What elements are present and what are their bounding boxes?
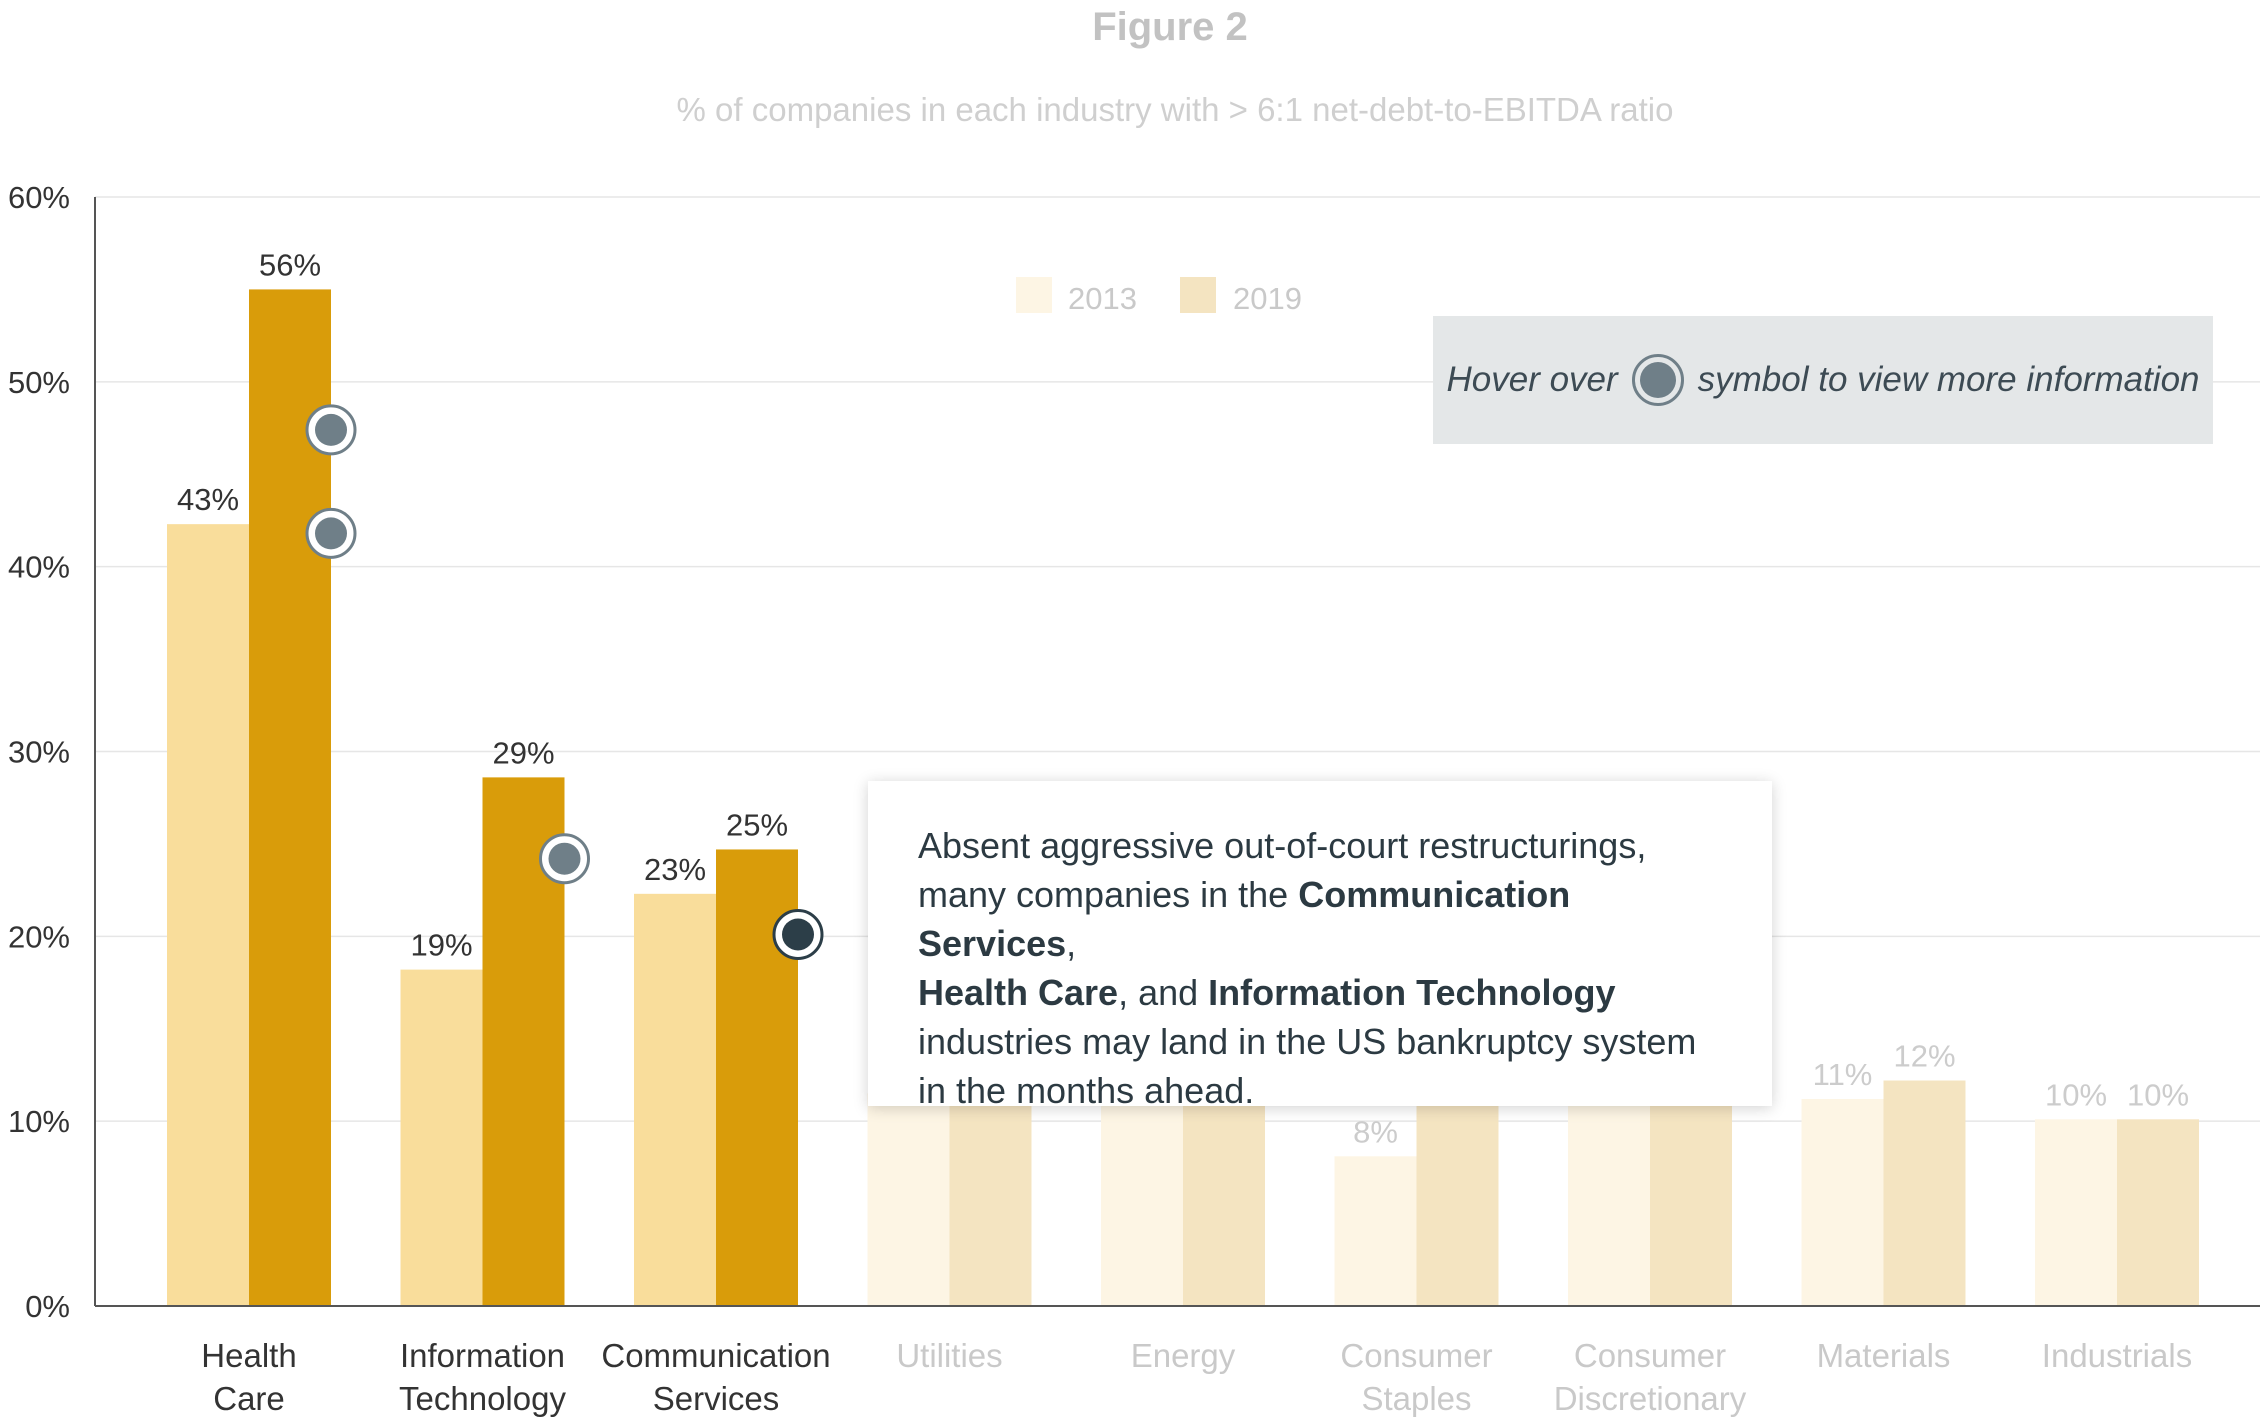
category-label: Consumer bbox=[1574, 1337, 1726, 1374]
tooltip-line-5: in the months ahead. bbox=[918, 1070, 1255, 1111]
y-tick-label: 50% bbox=[8, 365, 70, 400]
bar-value-label: 23% bbox=[644, 852, 706, 887]
tooltip-line-2-post: , bbox=[1066, 923, 1077, 964]
axes bbox=[94, 197, 2260, 1307]
info-marker-dot[interactable] bbox=[315, 413, 347, 446]
info-marker-dot[interactable] bbox=[782, 918, 814, 951]
bar-2013 bbox=[1801, 1098, 1884, 1306]
legend-label-2019: 2019 bbox=[1233, 281, 1302, 316]
bar-value-label: 10% bbox=[2045, 1077, 2107, 1112]
bar-value-label: 8% bbox=[1353, 1114, 1398, 1149]
bar-2013 bbox=[1334, 1156, 1417, 1306]
bar-2019 bbox=[1183, 1093, 1265, 1306]
bar-2013 bbox=[400, 969, 483, 1306]
y-tick-label: 40% bbox=[8, 550, 70, 585]
legend-label-2013: 2013 bbox=[1068, 281, 1137, 316]
tooltip-line-3-mid: , and bbox=[1118, 972, 1209, 1013]
hover-hint-box: Hover over symbol to view more informati… bbox=[1433, 316, 2213, 444]
bar-value-label: 43% bbox=[177, 482, 239, 517]
bar-value-label: 29% bbox=[492, 735, 554, 770]
y-axis-ticks: 0% 10% 20% 30% 40% 50% 60% bbox=[8, 180, 70, 1324]
category-labels: Health Care Information Technology Communica… bbox=[201, 1337, 2192, 1417]
tooltip-text: Absent aggressive out-of-court restructu… bbox=[918, 821, 1722, 1115]
figure-title: Figure 2 bbox=[1092, 5, 1248, 49]
bar-2013 bbox=[167, 524, 249, 1306]
y-tick-label: 10% bbox=[8, 1104, 70, 1139]
tooltip-line-1: Absent aggressive out-of-court restructu… bbox=[918, 825, 1647, 866]
bar-2019 bbox=[1650, 1093, 1732, 1306]
category-label: Information bbox=[400, 1337, 565, 1374]
bars bbox=[167, 289, 2199, 1307]
bar-2019 bbox=[949, 1093, 1032, 1306]
bar-2013 bbox=[867, 1093, 950, 1306]
category-label: Utilities bbox=[896, 1337, 1002, 1374]
category-label: Services bbox=[653, 1380, 780, 1417]
hint-text-after: symbol to view more information bbox=[1697, 360, 2200, 399]
category-label: Care bbox=[213, 1380, 285, 1417]
tooltip-bold-communication: Communication Services bbox=[918, 874, 1571, 964]
figure-subtitle: % of companies in each industry with > 6… bbox=[677, 91, 1674, 128]
tooltip-line-4: industries may land in the US bankruptcy… bbox=[918, 1021, 1697, 1062]
value-labels: 43% 19% 23% 8% 11% 10% 56% 29% 25% 12% 10% bbox=[177, 247, 2189, 1149]
bar-2013 bbox=[1101, 1093, 1183, 1306]
category-label: Staples bbox=[1361, 1380, 1471, 1417]
category-label: Communication bbox=[601, 1337, 830, 1374]
bar-value-label: 11% bbox=[1813, 1057, 1873, 1092]
hint-text-before: Hover over bbox=[1446, 360, 1618, 399]
legend: 2013 2019 bbox=[1016, 277, 1302, 316]
category-label: Technology bbox=[399, 1380, 566, 1417]
bar-value-label: 12% bbox=[1893, 1039, 1955, 1074]
info-marker-icon bbox=[1631, 354, 1684, 406]
y-tick-label: 60% bbox=[8, 180, 70, 215]
bar-2013 bbox=[1568, 1093, 1650, 1306]
y-tick-label: 30% bbox=[8, 735, 70, 770]
category-label: Health bbox=[201, 1337, 296, 1374]
tooltip-bold-health: Health Care bbox=[918, 972, 1119, 1013]
category-label: Consumer bbox=[1340, 1337, 1492, 1374]
bar-2019 bbox=[1883, 1080, 1966, 1306]
y-tick-label: 20% bbox=[8, 919, 70, 954]
legend-swatch-2013 bbox=[1016, 277, 1052, 313]
legend-swatch-2019 bbox=[1180, 277, 1216, 313]
category-label: Materials bbox=[1817, 1337, 1951, 1374]
category-label: Discretionary bbox=[1554, 1380, 1747, 1417]
bar-value-label: 10% bbox=[2127, 1077, 2189, 1112]
tooltip-line-2-pre: many companies in the bbox=[918, 874, 1299, 915]
bar-2019 bbox=[1416, 1093, 1499, 1306]
bar-value-label: 19% bbox=[410, 928, 472, 963]
tooltip-bold-it: Information Technology bbox=[1208, 972, 1616, 1013]
bar-2013 bbox=[634, 893, 716, 1306]
info-tooltip: Absent aggressive out-of-court restructu… bbox=[868, 781, 1772, 1111]
info-markers[interactable] bbox=[305, 404, 824, 960]
bar-2019 bbox=[2117, 1119, 2199, 1306]
category-label: Industrials bbox=[2042, 1337, 2192, 1374]
category-label: Energy bbox=[1131, 1337, 1236, 1374]
bar-value-label: 25% bbox=[726, 807, 788, 842]
bar-2019 bbox=[249, 289, 331, 1307]
bar-2013 bbox=[2035, 1119, 2117, 1306]
info-marker-dot[interactable] bbox=[315, 517, 347, 550]
y-tick-label: 0% bbox=[25, 1289, 70, 1324]
info-marker-dot[interactable] bbox=[548, 842, 581, 875]
bar-value-label: 56% bbox=[259, 247, 321, 282]
